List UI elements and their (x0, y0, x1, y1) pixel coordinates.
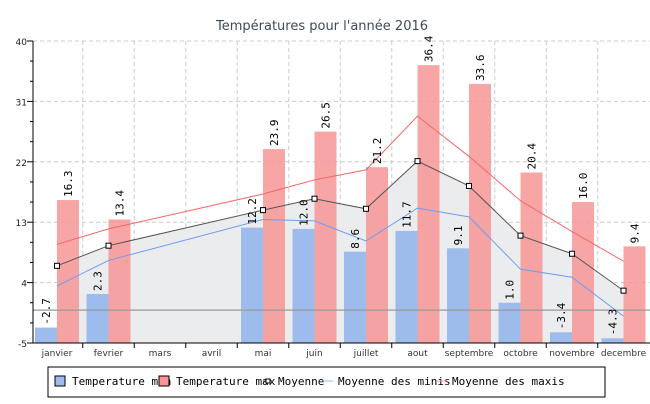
x-tick-label: juin (305, 349, 322, 359)
data-label: 2.3 (92, 271, 105, 291)
data-label: 1.0 (504, 280, 517, 300)
bar-temp-min (447, 248, 469, 343)
bar-temp-min (601, 338, 624, 343)
data-label: 9.1 (452, 225, 465, 245)
moyenne-marker (569, 250, 575, 257)
data-label: 16.3 (62, 171, 75, 198)
data-label: -4.3 (607, 309, 620, 336)
legend-marker-moyenne (265, 378, 271, 384)
x-tick-label: mai (255, 349, 272, 359)
y-tick-label: 31 (16, 98, 27, 108)
y-tick-label: 13 (16, 219, 27, 229)
data-label: -2.7 (40, 298, 53, 325)
data-label: 21.2 (371, 138, 384, 165)
y-tick-label: 40 (16, 38, 28, 48)
moyenne-marker (54, 262, 60, 269)
data-label: -3.4 (555, 302, 568, 329)
legend-label-min: Temperature min (72, 375, 171, 388)
x-tick-label: decembre (601, 349, 647, 359)
data-labels: -2.7 2.3 12.2 12.0 8.6 11.7 9.1 1.0 -3.4 -4.3 16.3… (40, 35, 642, 335)
moyenne-marker (414, 158, 421, 165)
bar-temp-min (86, 294, 109, 343)
y-tick-label: 22 (16, 159, 27, 169)
x-tick-label: juillet (353, 349, 379, 359)
data-label: 23.9 (268, 120, 281, 147)
bar-temp-max (520, 172, 543, 343)
x-tick-label: fevrier (94, 349, 124, 359)
moyenne-marker (311, 195, 318, 202)
bar-temp-min (498, 302, 521, 343)
line-moyenne-des-minis (56, 207, 624, 317)
bar-temp-min (292, 228, 315, 343)
bar-temp-max (108, 219, 131, 343)
moyenne-marker (260, 207, 266, 214)
bar-temp-min (550, 332, 572, 343)
x-tick-label: septembre (445, 349, 494, 359)
bar-temp-max (572, 202, 594, 343)
bar-temp-max (469, 83, 491, 343)
data-label: 12.0 (298, 199, 311, 226)
data-label: 26.5 (320, 102, 333, 129)
bar-temp-max (417, 65, 440, 343)
x-tick-label: octobre (503, 349, 538, 359)
legend: Temperature min Temperature max Moyenne … (47, 366, 606, 398)
bars (35, 65, 646, 343)
moyenne-marker (517, 232, 524, 239)
legend-swatch-max (158, 375, 170, 387)
data-label: 33.6 (474, 54, 487, 81)
data-label: 11.7 (401, 201, 414, 228)
bar-temp-max (314, 131, 337, 343)
data-label: 20.4 (526, 143, 539, 170)
bar-temp-max (263, 149, 285, 343)
axes: 40 31 22 13 4 -5 janvier fevrier mars avril mai jui… (16, 38, 650, 359)
moyenne-marker (620, 287, 627, 294)
data-label: 16.0 (577, 173, 590, 200)
line-moyenne (56, 160, 624, 292)
legend-label-minis: Moyenne des minis (338, 375, 451, 388)
data-label: 13.4 (114, 190, 127, 217)
bar-temp-min (344, 251, 366, 343)
y-tick-label: 4 (21, 280, 27, 290)
line-moyenne-des-maxis (56, 115, 624, 262)
x-tick-label: mars (149, 349, 172, 359)
data-label: 12.2 (246, 198, 259, 225)
y-tick-label: -5 (18, 340, 27, 350)
data-label: 9.4 (629, 223, 642, 243)
lines (33, 115, 650, 317)
x-tick-label: novembre (549, 349, 595, 359)
x-tick-label: avril (202, 349, 222, 359)
moyenne-marker (363, 205, 369, 212)
chart-title: Températures pour l'année 2016 (215, 19, 428, 34)
moyenne-marker (105, 242, 112, 249)
legend-swatch-min (54, 375, 66, 387)
legend-label-moyenne: Moyenne (278, 375, 324, 388)
moyenne-marker (466, 182, 472, 189)
bar-temp-max (623, 246, 646, 343)
legend-label-max: Temperature max (176, 375, 276, 388)
x-tick-label: aout (407, 349, 428, 359)
bar-temp-max (366, 167, 388, 343)
legend-label-maxis: Moyenne des maxis (452, 375, 565, 388)
bar-temp-min (395, 230, 418, 343)
data-label: 8.6 (349, 229, 362, 249)
bar-temp-min (35, 327, 57, 343)
x-tick-label: janvier (41, 349, 73, 359)
bar-temp-max (57, 200, 79, 343)
data-label: 36.4 (423, 35, 436, 62)
bar-temp-min (241, 227, 263, 343)
